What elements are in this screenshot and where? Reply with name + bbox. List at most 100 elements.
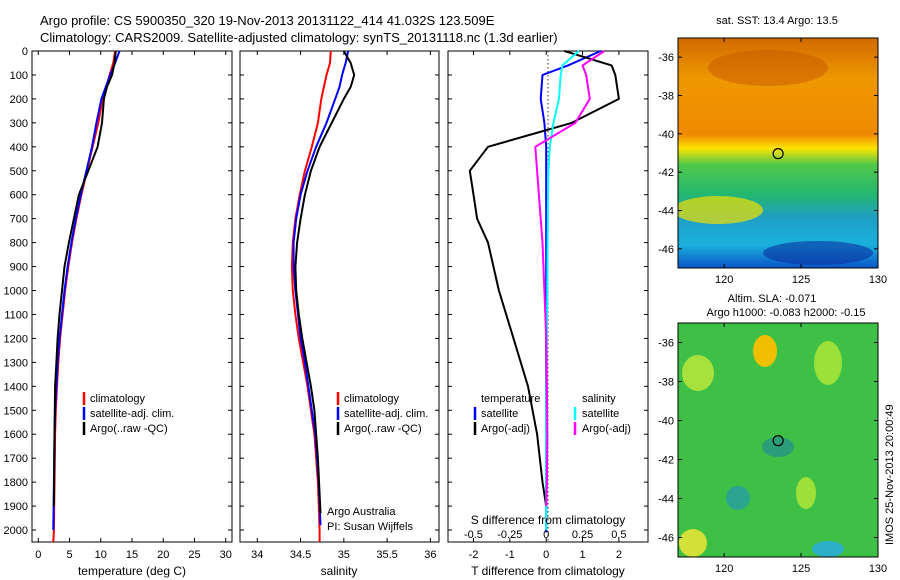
side-caption: IMOS 25-Nov-2013 20:00:49 (884, 404, 896, 545)
x-tick-label: 2 (616, 549, 622, 561)
lat-tick-label: -44 (658, 206, 674, 218)
difference-top-xlabel: S difference from climatology (471, 513, 626, 527)
lat-tick-label: -38 (658, 377, 674, 389)
x-tick-label: 25 (188, 549, 200, 561)
depth-tick-label: 1000 (4, 286, 28, 298)
salinity-panel: 34 34.5 35 35.5 36 salinity climatology sate… (239, 50, 440, 578)
salinity-axis: 34 34.5 35 35.5 36 (251, 51, 436, 561)
sla-high-patch-3 (682, 355, 714, 391)
depth-tick-label: 1800 (4, 477, 28, 489)
depth-tick-label: 1500 (4, 405, 28, 417)
legend-label-sal-satellite: satellite (582, 408, 619, 420)
sst-map-frame (677, 37, 879, 269)
x-tick-label: 36 (424, 549, 436, 561)
s-diff-tick-label: -0.25 (497, 529, 522, 541)
legend-label-argo: Argo(..raw -QC) (344, 423, 422, 435)
series-line-argo-raw-qc (294, 50, 356, 514)
depth-tick-label: 200 (10, 94, 28, 106)
legend-label-climatology: climatology (344, 393, 400, 405)
sla-high-patch (753, 335, 777, 367)
sst-warm-patch (708, 50, 828, 86)
series-line-temperature-argo-adj (468, 50, 620, 507)
depth-tick-label: 600 (10, 190, 28, 202)
sla-map-frame (677, 322, 879, 558)
sla-low-patch-2 (726, 486, 750, 510)
annotation-pi: PI: Susan Wijffels (327, 521, 413, 533)
lon-tick-label: 125 (792, 563, 810, 575)
legend-label-argo: Argo(..raw -QC) (90, 423, 168, 435)
legend-header-salinity: salinity (582, 393, 616, 405)
difference-axis: -2 -1 0 1 2 (469, 51, 622, 561)
lon-tick-label: 120 (715, 274, 733, 286)
salinity-xlabel: salinity (321, 564, 358, 578)
sla-high-patch-2 (814, 341, 842, 385)
depth-tick-label: 1100 (4, 309, 28, 321)
series-line-salinity-argo-adj (534, 50, 605, 507)
depth-tick-label: 800 (10, 238, 28, 250)
depth-tick-label: 1300 (4, 357, 28, 369)
depth-tick-label: 2000 (4, 525, 28, 537)
lon-tick-label: 130 (869, 274, 887, 286)
s-diff-tick-label: 0 (543, 529, 549, 541)
x-tick-label: -1 (505, 549, 515, 561)
sla-low-patch (762, 437, 794, 457)
sla-high-patch-4 (679, 529, 707, 557)
legend-label-climatology: climatology (90, 393, 146, 405)
x-tick-label: 34 (251, 549, 263, 561)
header-line2: Climatology: CARS2009. Satellite-adjuste… (40, 30, 558, 45)
sla-map-panel: Altim. SLA: -0.071 Argo h1000: -0.083 h2… (658, 293, 887, 575)
lat-tick-label: -46 (658, 244, 674, 256)
temperature-panel: 0100200300400500600700800900100011001200… (4, 46, 233, 578)
difference-xlabel: T difference from climatology (471, 564, 625, 578)
depth-tick-label: 300 (10, 118, 28, 130)
depth-tick-label: 900 (10, 262, 28, 274)
sla-high-patch-5 (796, 477, 816, 509)
sst-deep-cold-patch (763, 241, 873, 265)
salinity-plot-frame (239, 50, 440, 543)
lon-tick-label: 130 (869, 563, 887, 575)
x-tick-label: 5 (66, 549, 72, 561)
x-tick-label: 15 (126, 549, 138, 561)
legend-label-temp-satellite: satellite (481, 408, 518, 420)
lat-tick-label: -44 (658, 494, 674, 506)
legend-header-temperature: temperature (481, 393, 540, 405)
temperature-legend: climatology satellite-adj. clim. Argo(..… (82, 392, 174, 435)
depth-tick-label: 1600 (4, 429, 28, 441)
lat-tick-label: -36 (658, 338, 674, 350)
header-line1: Argo profile: CS 5900350_320 19-Nov-2013… (40, 13, 495, 28)
s-diff-tick-label: -0.5 (464, 529, 483, 541)
lat-tick-label: -46 (658, 533, 674, 545)
difference-legend: temperature satellite Argo(-adj) salinit… (473, 393, 631, 435)
argo-location-marker (772, 435, 784, 447)
lat-tick-label: -42 (658, 167, 674, 179)
depth-tick-label: 1200 (4, 333, 28, 345)
difference-series (468, 50, 620, 533)
x-tick-label: 0 (35, 549, 41, 561)
s-diff-tick-label: 0.5 (611, 529, 626, 541)
temperature-series (52, 50, 121, 543)
argo-location-marker (772, 148, 784, 160)
s-diff-tick-label: 0.25 (572, 529, 593, 541)
legend-label-satellite: satellite-adj. clim. (344, 408, 428, 420)
salinity-difference-tick-labels: -0.5 -0.25 0 0.25 0.5 (464, 529, 627, 541)
depth-tick-label: 400 (10, 142, 28, 154)
difference-depth-ticks (448, 50, 648, 531)
x-tick-label: 34.5 (290, 549, 311, 561)
sla-map-title-line2: Argo h1000: -0.083 h2000: -0.15 (706, 307, 865, 319)
salinity-legend: climatology satellite-adj. clim. Argo(..… (336, 392, 428, 435)
x-tick-label: 30 (220, 549, 232, 561)
annotation-argo-australia: Argo Australia (327, 506, 396, 518)
legend-label-satellite: satellite-adj. clim. (90, 408, 174, 420)
lat-tick-label: -38 (658, 91, 674, 103)
temperature-axis: 0 5 10 15 20 25 30 (35, 51, 232, 561)
lon-tick-label: 125 (792, 274, 810, 286)
sla-low-patch-3 (812, 541, 844, 557)
x-tick-label: 0 (543, 549, 549, 561)
lon-tick-label: 120 (715, 563, 733, 575)
x-tick-label: -2 (469, 549, 479, 561)
depth-tick-label: 0 (22, 46, 28, 58)
depth-tick-label: 100 (10, 70, 28, 82)
sla-map-axes: 120 125 130 -36 -38 -40 -42 -44 -46 (658, 323, 887, 575)
sst-cold-patch (678, 196, 763, 224)
